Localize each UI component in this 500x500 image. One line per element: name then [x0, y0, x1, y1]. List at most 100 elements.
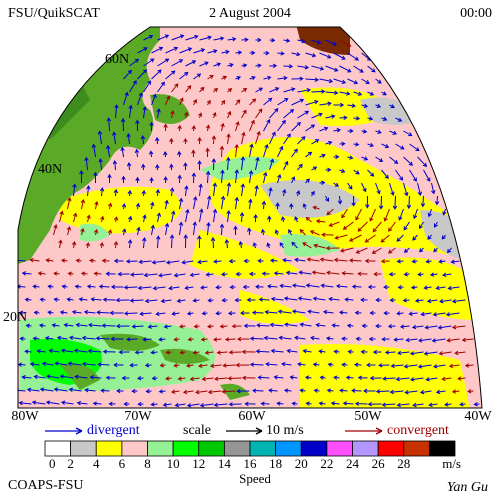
wind-vector — [451, 325, 466, 330]
wind-vector — [79, 170, 84, 184]
wind-vector — [120, 117, 126, 132]
wind-vector — [417, 182, 422, 196]
wind-vector — [333, 375, 340, 380]
wind-vector — [277, 98, 289, 106]
header-center: 2 August 2004 — [209, 6, 291, 21]
wind-vector — [18, 362, 26, 367]
wind-vector — [367, 142, 375, 148]
wind-vector — [461, 337, 474, 343]
wind-vector — [319, 52, 332, 59]
colorbar-cell — [147, 440, 174, 457]
wind-vector — [209, 363, 222, 369]
wind-vector — [337, 195, 343, 205]
wind-vector — [145, 389, 152, 394]
wind-vector — [367, 91, 375, 96]
wind-vector — [305, 77, 320, 82]
wind-vector — [215, 285, 222, 290]
wind-vector — [179, 324, 186, 329]
wind-vector — [101, 258, 110, 264]
wind-vector — [177, 124, 182, 132]
wind-vector — [431, 338, 446, 343]
wind-vector — [80, 198, 86, 210]
wind-vector — [162, 402, 172, 407]
wind-vector — [39, 387, 54, 392]
wind-vector — [219, 223, 225, 236]
wind-vector — [433, 247, 438, 253]
colorbar-tick: 4 — [93, 456, 100, 471]
wind-vector — [338, 310, 348, 315]
wind-vector — [433, 364, 446, 369]
wind-vector — [269, 37, 276, 43]
wind-vector — [365, 195, 370, 209]
wind-vector — [258, 297, 270, 302]
wind-vector — [213, 402, 228, 408]
wind-vector — [454, 350, 466, 356]
wind-vector — [148, 150, 154, 158]
wind-vector — [381, 402, 396, 407]
wind-vector — [227, 63, 234, 68]
wind-vector — [93, 271, 102, 276]
wind-vector — [277, 145, 284, 158]
wind-vector — [143, 34, 154, 41]
colorbar-tick: 24 — [346, 456, 360, 471]
lon-label: 70W — [124, 409, 152, 424]
wind-vector — [39, 297, 46, 302]
wind-vector — [198, 112, 203, 119]
colorbar-cell — [198, 440, 225, 457]
wind-vector — [255, 63, 262, 68]
wind-vector — [185, 85, 192, 93]
wind-vector — [181, 260, 194, 265]
wind-vector — [277, 51, 285, 56]
wind-vector — [409, 169, 417, 182]
wind-vector — [375, 389, 390, 394]
wind-vector — [29, 257, 40, 263]
wind-vector — [390, 363, 404, 369]
colorbar-tick: 8 — [144, 456, 151, 471]
wind-vector — [283, 38, 291, 43]
wind-vector — [131, 324, 144, 329]
wind-vector — [53, 271, 60, 276]
wind-vector — [403, 221, 410, 231]
wind-vector — [135, 119, 140, 132]
wind-vector — [263, 143, 269, 158]
wind-vector — [403, 364, 418, 369]
wind-vector — [123, 91, 129, 106]
wind-vector — [255, 156, 260, 171]
wind-vector — [325, 167, 332, 173]
wind-vector — [36, 349, 46, 354]
wind-vector — [368, 336, 376, 342]
wind-vector — [297, 88, 311, 93]
wind-vector — [193, 196, 198, 210]
wind-vector — [226, 133, 231, 145]
wind-vector — [351, 388, 362, 393]
wind-vector — [325, 39, 337, 46]
wind-vector — [72, 212, 78, 223]
wind-vector — [351, 195, 356, 207]
wind-vector — [354, 401, 368, 406]
wind-vector — [363, 388, 376, 394]
wind-vector — [120, 146, 125, 158]
colorbar-tick: 22 — [320, 456, 333, 471]
wind-vector — [396, 402, 410, 408]
wind-vector — [354, 310, 362, 316]
wind-vector — [319, 257, 334, 262]
wind-vector — [243, 258, 250, 264]
wind-vector — [102, 349, 116, 354]
wind-vector — [305, 52, 317, 58]
wind-vector — [137, 375, 144, 381]
wind-vector — [372, 349, 382, 355]
wind-vector — [46, 374, 60, 379]
wind-vector — [219, 324, 228, 329]
wind-vector — [261, 271, 270, 276]
wind-vector — [165, 260, 180, 265]
wind-vector — [243, 323, 256, 329]
wind-vector — [355, 208, 362, 221]
wind-vector — [353, 169, 360, 175]
wind-vector — [56, 335, 68, 341]
wind-vector — [375, 156, 384, 162]
wind-vector — [143, 58, 155, 67]
wind-vector — [125, 259, 138, 264]
wind-vector — [137, 92, 143, 106]
footer-left: COAPS-FSU — [8, 478, 83, 493]
wind-vector — [221, 75, 228, 80]
